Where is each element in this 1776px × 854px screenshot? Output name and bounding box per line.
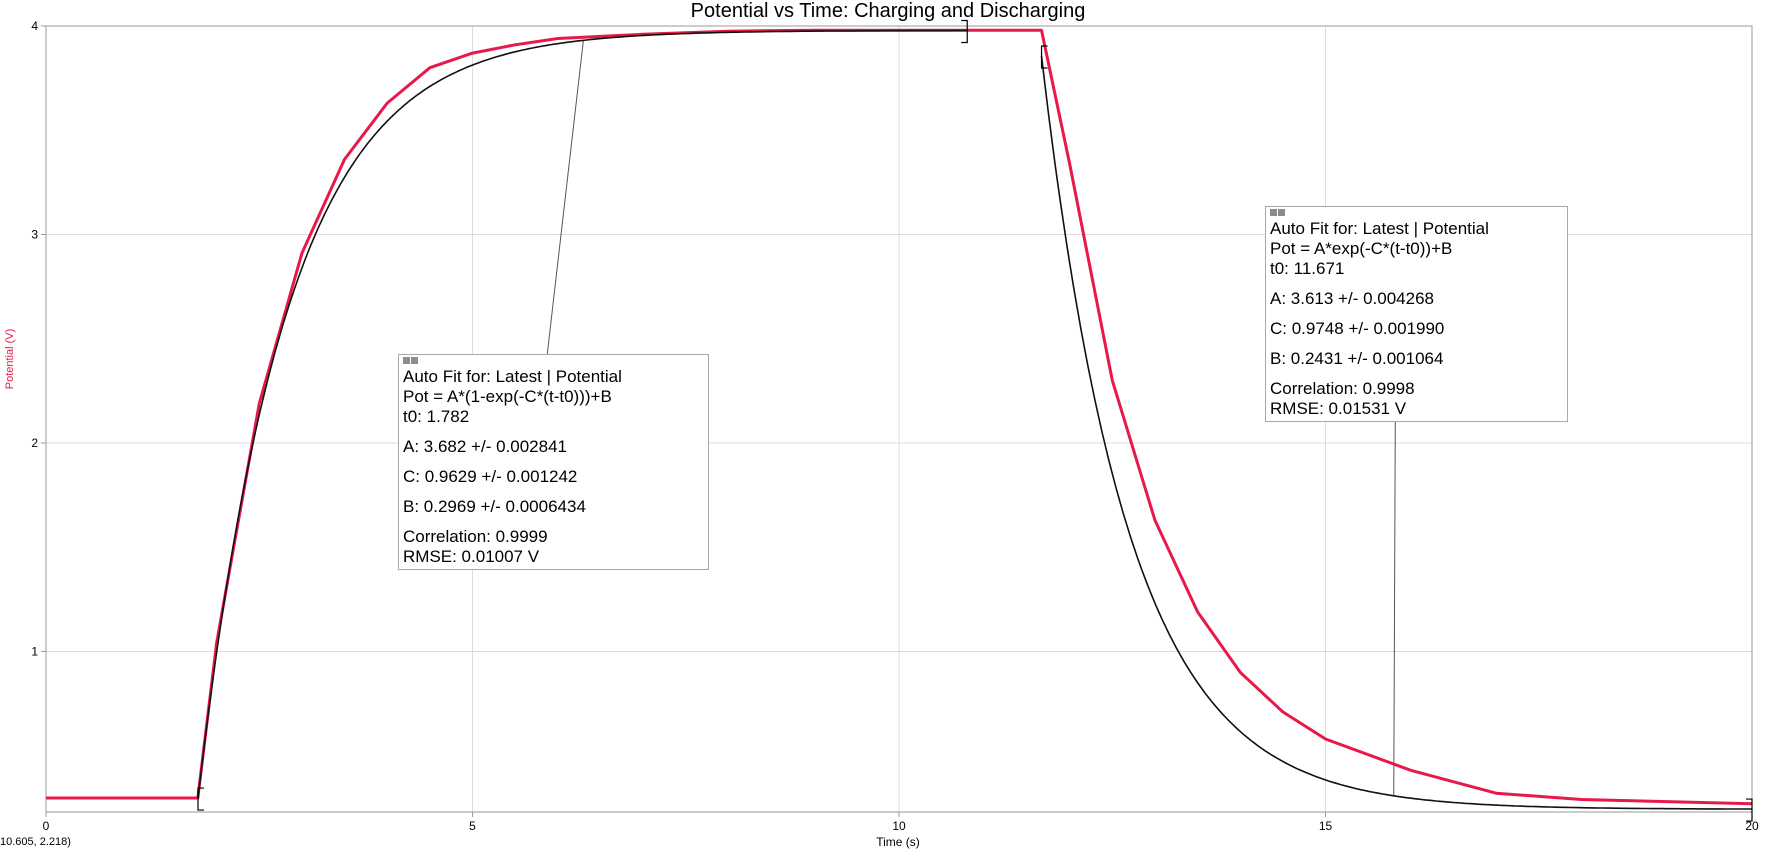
- y-tick-label: 3: [31, 227, 38, 241]
- x-tick-label: 20: [1745, 819, 1759, 833]
- fit-equation: Pot = A*(1-exp(-C*(t-t0)))+B: [403, 387, 612, 406]
- fit-range-end-bracket: [961, 19, 968, 44]
- y-axis-title: Potential (V): [4, 328, 16, 390]
- fit-rmse: RMSE: 0.01007 V: [403, 547, 540, 566]
- fit-box-discharging[interactable]: Auto Fit for: Latest | Potential Pot = A…: [1265, 206, 1568, 422]
- fit-correlation: Correlation: 0.9999: [403, 527, 548, 546]
- fit-range-start-bracket: [197, 787, 205, 811]
- fit-title: Auto Fit for: Latest | Potential: [1270, 219, 1489, 238]
- x-tick-label: 5: [469, 819, 476, 833]
- x-tick-label: 0: [43, 819, 50, 833]
- fit-box-controls[interactable]: [1270, 207, 1563, 219]
- options-icon[interactable]: [1278, 209, 1285, 216]
- fit-correlation: Correlation: 0.9998: [1270, 379, 1415, 398]
- chart-title: Potential vs Time: Charging and Discharg…: [691, 0, 1086, 22]
- fit-curve: [197, 29, 968, 799]
- fit-box-charging[interactable]: Auto Fit for: Latest | Potential Pot = A…: [398, 354, 709, 570]
- fit-callout-line: [546, 40, 584, 355]
- fit-equation: Pot = A*exp(-C*(t-t0))+B: [1270, 239, 1453, 258]
- fit-param-a: A: 3.682 +/- 0.002841: [403, 437, 567, 456]
- y-tick-label: 4: [31, 19, 38, 33]
- fit-range-brackets: [197, 19, 1753, 822]
- fit-param-b: B: 0.2431 +/- 0.001064: [1270, 349, 1444, 368]
- coordinate-readout: 10.605, 2.218): [0, 836, 71, 848]
- close-icon[interactable]: [1270, 209, 1277, 216]
- fit-rmse: RMSE: 0.01531 V: [1270, 399, 1407, 418]
- x-axis-title: Time (s): [876, 835, 920, 849]
- fit-box-controls[interactable]: [403, 355, 704, 367]
- x-tick-label: 15: [1319, 819, 1333, 833]
- fit-range-start-bracket: [1040, 45, 1048, 69]
- fit-curve: [1040, 55, 1752, 810]
- fit-range-end-bracket: [1746, 798, 1753, 822]
- fit-title: Auto Fit for: Latest | Potential: [403, 367, 622, 386]
- series-group: [46, 28, 1753, 810]
- fit-param-a: A: 3.613 +/- 0.004268: [1270, 289, 1434, 308]
- fit-callout-line: [1393, 421, 1396, 796]
- fit-callout-lines: [546, 40, 1396, 796]
- y-tick-label: 1: [31, 644, 38, 658]
- fit-param-c: C: 0.9629 +/- 0.001242: [403, 467, 578, 486]
- close-icon[interactable]: [403, 357, 410, 364]
- options-icon[interactable]: [411, 357, 418, 364]
- fit-t0: t0: 11.671: [1270, 259, 1345, 278]
- x-tick-label: 10: [892, 819, 906, 833]
- fit-param-c: C: 0.9748 +/- 0.001990: [1270, 319, 1445, 338]
- fit-t0: t0: 1.782: [403, 407, 470, 426]
- tick-labels: 0 5 10 15 20 1 2 3 4: [31, 19, 1759, 833]
- y-tick-label: 2: [31, 436, 38, 450]
- plot-frame: [45, 25, 1753, 813]
- fit-param-b: B: 0.2969 +/- 0.0006434: [403, 497, 586, 516]
